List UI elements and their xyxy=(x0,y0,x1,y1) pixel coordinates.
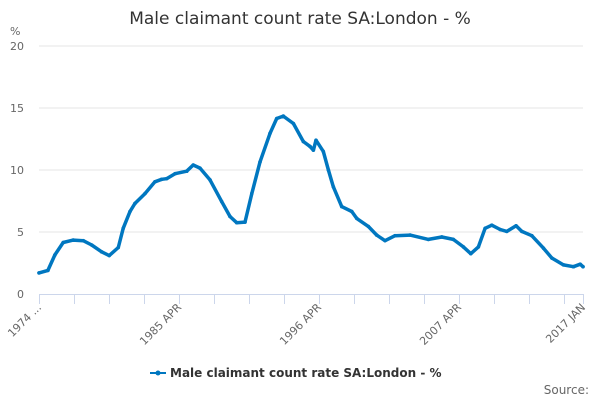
legend-marker-icon xyxy=(155,370,161,376)
data-point[interactable] xyxy=(159,177,164,182)
data-point[interactable] xyxy=(153,179,157,184)
data-point[interactable] xyxy=(311,148,316,152)
data-point[interactable] xyxy=(571,264,576,269)
data-point[interactable] xyxy=(249,191,254,196)
data-point[interactable] xyxy=(349,209,354,214)
data-point[interactable] xyxy=(483,226,487,231)
data-point[interactable] xyxy=(53,253,57,257)
y-axis-ticks: 0 5 10 15 20 xyxy=(10,40,24,301)
data-point[interactable] xyxy=(578,262,583,267)
data-point[interactable] xyxy=(99,250,104,254)
data-point[interactable] xyxy=(374,233,379,237)
data-point[interactable] xyxy=(426,237,431,242)
data-point[interactable] xyxy=(291,121,296,126)
data-point[interactable] xyxy=(530,233,534,238)
data-point[interactable] xyxy=(281,114,286,118)
data-point[interactable] xyxy=(476,245,481,249)
data-point[interactable] xyxy=(550,256,554,260)
data-point[interactable] xyxy=(164,176,169,181)
data-point[interactable] xyxy=(439,235,444,239)
data-point[interactable] xyxy=(37,271,41,275)
gridlines xyxy=(39,45,583,233)
data-point[interactable] xyxy=(561,263,566,267)
data-point[interactable] xyxy=(393,233,397,238)
data-point[interactable] xyxy=(61,240,65,245)
data-point[interactable] xyxy=(301,139,306,144)
data-point[interactable] xyxy=(173,171,177,176)
data-point[interactable] xyxy=(408,233,412,237)
data-point[interactable] xyxy=(514,224,518,228)
data-point[interactable] xyxy=(81,238,86,243)
series-path xyxy=(37,114,585,275)
data-point[interactable] xyxy=(581,264,585,269)
data-point[interactable] xyxy=(198,166,202,170)
data-point[interactable] xyxy=(308,144,312,149)
data-point[interactable] xyxy=(228,214,232,219)
x-tick-label: 2007 APR xyxy=(417,301,464,348)
data-point[interactable] xyxy=(268,131,272,136)
data-point[interactable] xyxy=(314,138,318,143)
data-point[interactable] xyxy=(461,245,466,249)
data-point[interactable] xyxy=(116,245,121,250)
y-tick-label: 0 xyxy=(17,288,24,301)
data-point[interactable] xyxy=(71,238,76,242)
y-tick-label: 15 xyxy=(10,102,24,115)
data-point[interactable] xyxy=(46,268,50,273)
data-point[interactable] xyxy=(354,216,359,221)
data-point[interactable] xyxy=(143,191,147,196)
source-label[interactable]: Source: xyxy=(544,383,589,397)
data-point[interactable] xyxy=(451,237,456,242)
x-tick-label: 1974 ... xyxy=(5,301,44,340)
data-point[interactable] xyxy=(489,223,494,227)
x-tick-label: 1985 APR xyxy=(137,301,184,348)
y-tick-label: 20 xyxy=(10,40,24,53)
data-point[interactable] xyxy=(331,184,336,189)
data-point[interactable] xyxy=(191,163,196,167)
data-point[interactable] xyxy=(208,178,212,182)
data-point[interactable] xyxy=(234,220,239,225)
x-axis: 1974 ... 1985 APR 1996 APR 2007 APR 2017 JAN xyxy=(5,294,588,348)
data-point[interactable] xyxy=(219,199,224,204)
data-point[interactable] xyxy=(504,229,509,234)
data-point[interactable] xyxy=(184,169,189,174)
data-point[interactable] xyxy=(383,238,387,243)
data-point[interactable] xyxy=(468,251,473,256)
data-point[interactable] xyxy=(326,168,331,172)
data-point[interactable] xyxy=(541,246,546,250)
data-point[interactable] xyxy=(121,226,126,231)
x-tick-label: 2017 JAN xyxy=(543,301,588,346)
legend-label: Male claimant count rate SA:London - % xyxy=(170,366,442,380)
data-point[interactable] xyxy=(89,243,94,247)
data-point[interactable] xyxy=(258,160,262,164)
data-point[interactable] xyxy=(339,204,344,209)
series-line xyxy=(37,114,585,275)
data-point[interactable] xyxy=(498,227,502,232)
y-tick-label: 10 xyxy=(10,164,24,177)
legend-item[interactable]: Male claimant count rate SA:London - % xyxy=(150,366,442,380)
data-point[interactable] xyxy=(107,253,112,258)
data-point[interactable] xyxy=(274,116,279,121)
data-point[interactable] xyxy=(519,229,524,234)
y-tick-label: 5 xyxy=(17,226,24,239)
chart-title: Male claimant count rate SA:London - % xyxy=(129,9,471,29)
data-point[interactable] xyxy=(133,201,137,206)
data-point[interactable] xyxy=(243,220,247,224)
data-point[interactable] xyxy=(366,224,371,229)
y-axis-label: % xyxy=(10,25,20,38)
data-point[interactable] xyxy=(321,149,326,154)
data-point[interactable] xyxy=(128,209,132,214)
x-tick-label: 1996 APR xyxy=(277,301,324,348)
